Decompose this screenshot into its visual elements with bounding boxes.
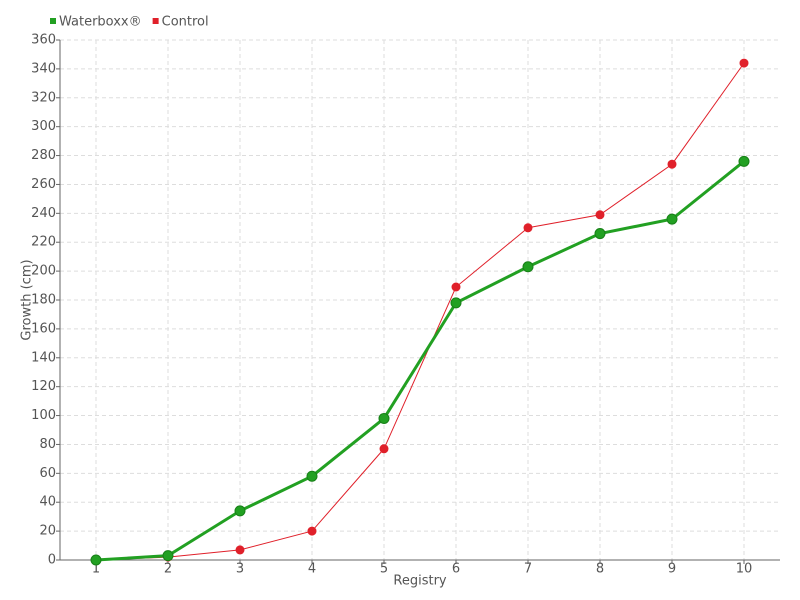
point: [234, 505, 246, 517]
x-tick-label: 10: [736, 562, 753, 577]
x-tick-label: 4: [308, 562, 316, 577]
point: [90, 554, 102, 566]
point: [307, 526, 317, 536]
point: [162, 550, 174, 562]
series-line: [95, 62, 745, 561]
y-tick-label: 0: [48, 553, 56, 568]
point: [522, 261, 534, 273]
x-tick-label: 8: [596, 562, 604, 577]
y-tick-label: 340: [31, 61, 56, 76]
point: [594, 228, 606, 240]
y-tick-label: 20: [39, 524, 56, 539]
point: [450, 297, 462, 309]
y-axis-label: Growth (cm): [20, 259, 35, 340]
y-tick-label: 260: [31, 177, 56, 192]
point: [739, 58, 749, 68]
y-tick-label: 180: [31, 293, 56, 308]
y-tick-label: 200: [31, 264, 56, 279]
series-line: [95, 160, 745, 562]
x-axis-label: Registry: [393, 574, 447, 589]
legend-label: Waterboxx®: [59, 15, 142, 30]
y-tick-label: 300: [31, 119, 56, 134]
legend-swatch: [152, 18, 159, 24]
point: [595, 210, 605, 220]
y-tick-label: 140: [31, 350, 56, 365]
y-tick-label: 280: [31, 148, 56, 163]
y-tick-label: 120: [31, 379, 56, 394]
y-tick-label: 40: [39, 495, 56, 510]
y-tick-label: 160: [31, 321, 56, 336]
point: [738, 155, 750, 167]
point: [378, 412, 390, 424]
x-tick-label: 1: [92, 562, 100, 577]
legend-label: Control: [162, 15, 209, 30]
point: [235, 545, 245, 555]
point: [451, 282, 461, 292]
x-tick-label: 3: [236, 562, 244, 577]
y-tick-label: 80: [39, 437, 56, 452]
x-tick-label: 6: [452, 562, 460, 577]
point: [667, 159, 677, 169]
legend-swatch: [50, 18, 56, 24]
y-tick-label: 320: [31, 90, 56, 105]
x-tick-label: 9: [668, 562, 676, 577]
x-tick-label: 5: [380, 562, 388, 577]
point: [666, 213, 678, 225]
point: [523, 223, 533, 233]
y-tick-label: 360: [31, 33, 56, 48]
x-tick-label: 2: [164, 562, 172, 577]
point: [379, 444, 389, 454]
y-tick-label: 220: [31, 235, 56, 250]
x-tick-label: 7: [524, 562, 532, 577]
y-tick-label: 240: [31, 206, 56, 221]
point: [306, 470, 318, 482]
y-tick-label: 60: [39, 466, 56, 481]
y-tick-label: 100: [31, 408, 56, 423]
